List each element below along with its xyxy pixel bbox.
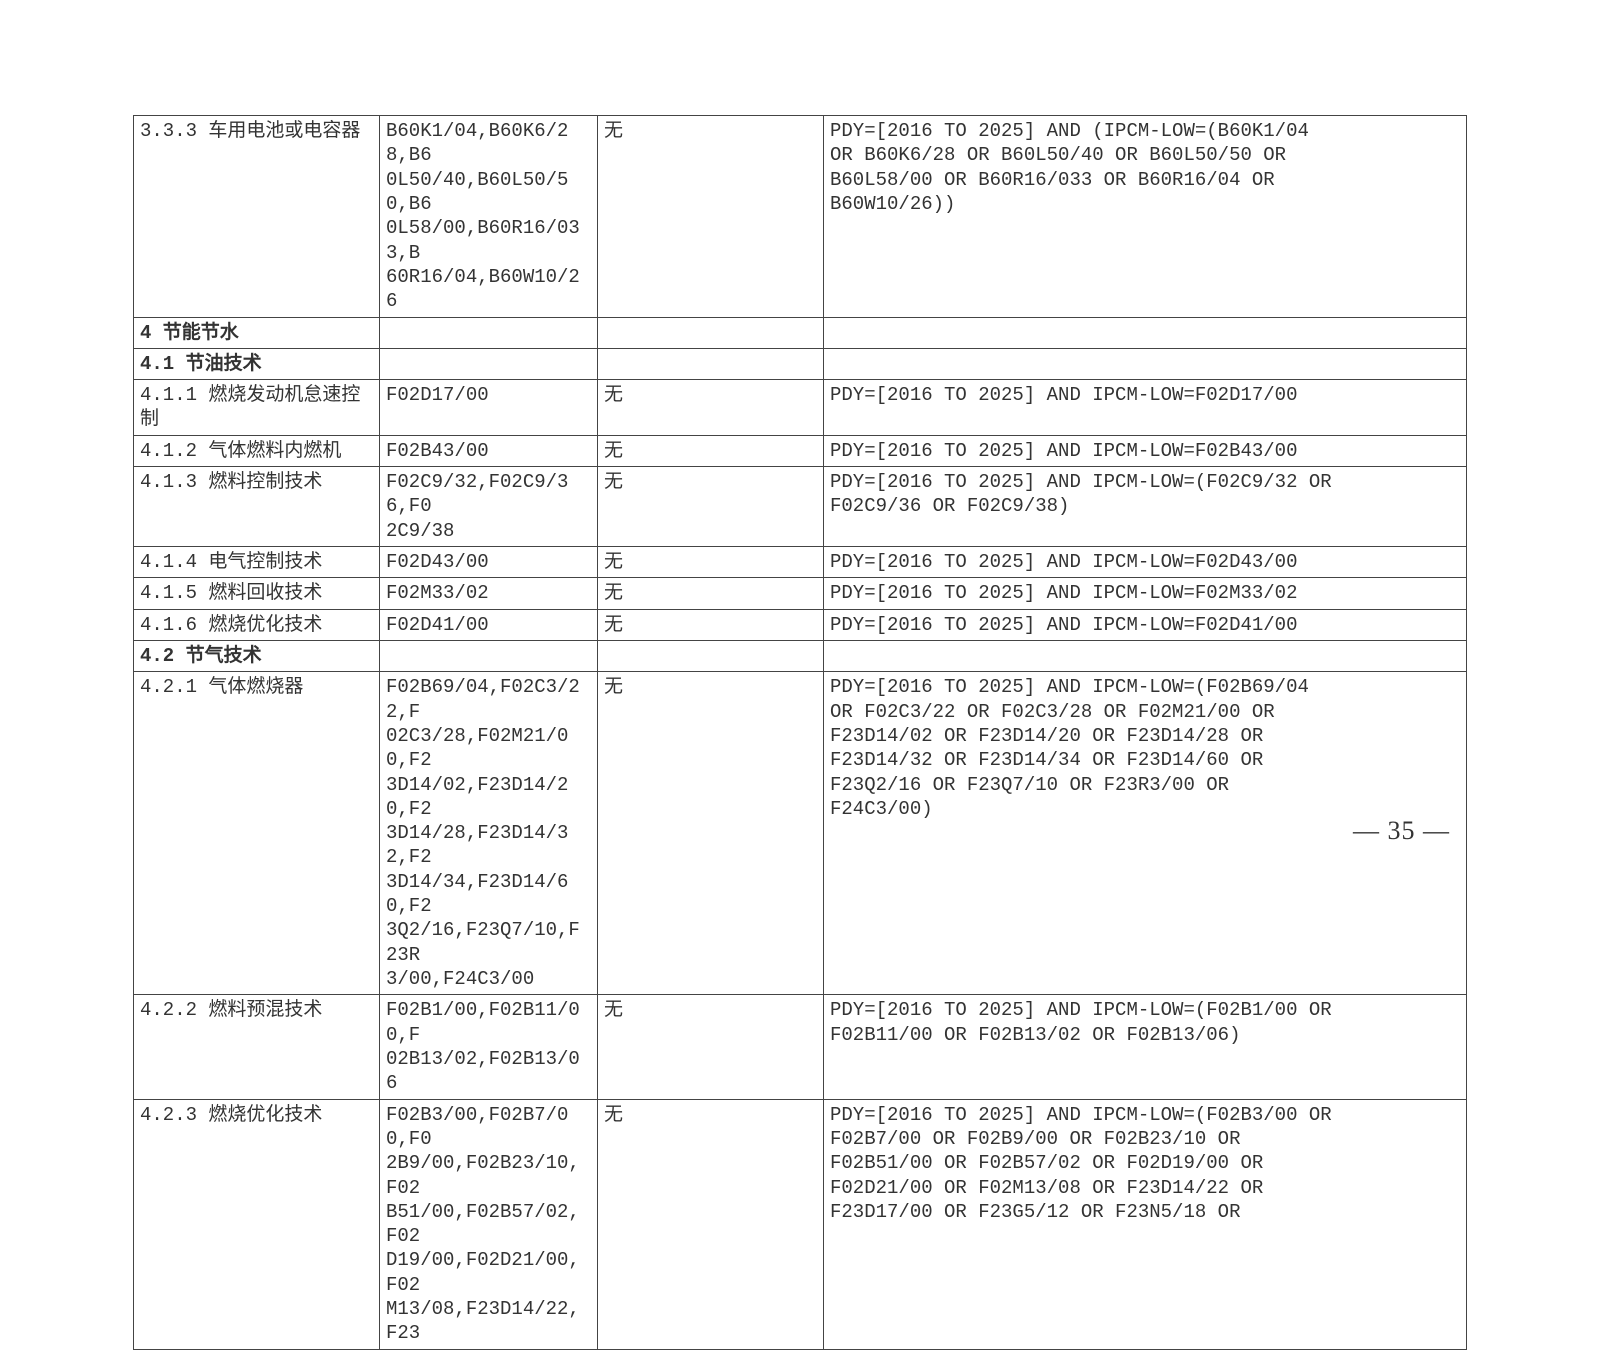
table-cell: PDY=[2016 TO 2025] AND IPCM-LOW=F02M33/0… (824, 578, 1467, 609)
table-cell: 无 (598, 995, 824, 1099)
table-cell: 无 (598, 609, 824, 640)
table-cell: PDY=[2016 TO 2025] AND IPCM-LOW=(F02C9/3… (824, 467, 1467, 547)
table-cell: PDY=[2016 TO 2025] AND IPCM-LOW=(F02B1/0… (824, 995, 1467, 1099)
table-cell: F02B3/00,F02B7/00,F0 2B9/00,F02B23/10,F0… (380, 1099, 598, 1349)
table-cell: 4.2.3 燃烧优化技术 (134, 1099, 380, 1349)
table-cell: 无 (598, 467, 824, 547)
table-cell: F02C9/32,F02C9/36,F0 2C9/38 (380, 467, 598, 547)
table-cell: 4.2 节气技术 (134, 640, 380, 671)
table-row: 4.2 节气技术 (134, 640, 1467, 671)
table-cell (380, 348, 598, 379)
table-cell (380, 317, 598, 348)
table-cell: 4.1.4 电气控制技术 (134, 547, 380, 578)
table-cell: 无 (598, 116, 824, 318)
table-cell: 无 (598, 547, 824, 578)
table-cell (598, 348, 824, 379)
table-row: 4.1.4 电气控制技术F02D43/00无PDY=[2016 TO 2025]… (134, 547, 1467, 578)
table-cell (598, 317, 824, 348)
table-row: 4.1.1 燃烧发动机怠速控制F02D17/00无PDY=[2016 TO 20… (134, 380, 1467, 436)
table-cell: PDY=[2016 TO 2025] AND IPCM-LOW=F02D17/0… (824, 380, 1467, 436)
table-cell: F02B43/00 (380, 435, 598, 466)
table-cell: 3.3.3 车用电池或电容器 (134, 116, 380, 318)
table-cell: F02D41/00 (380, 609, 598, 640)
table-cell: 无 (598, 672, 824, 995)
table-cell (824, 348, 1467, 379)
table-cell: 4.1.6 燃烧优化技术 (134, 609, 380, 640)
table-row: 4.1.3 燃料控制技术F02C9/32,F02C9/36,F0 2C9/38无… (134, 467, 1467, 547)
table-row: 4 节能节水 (134, 317, 1467, 348)
table-cell: F02M33/02 (380, 578, 598, 609)
table-cell: 无 (598, 435, 824, 466)
table-cell: B60K1/04,B60K6/28,B6 0L50/40,B60L50/50,B… (380, 116, 598, 318)
table-cell: F02D43/00 (380, 547, 598, 578)
table-cell: PDY=[2016 TO 2025] AND IPCM-LOW=(F02B3/0… (824, 1099, 1467, 1349)
table-cell: F02B1/00,F02B11/00,F 02B13/02,F02B13/06 (380, 995, 598, 1099)
table-cell: 无 (598, 380, 824, 436)
table-row: 4.1.5 燃料回收技术F02M33/02无PDY=[2016 TO 2025]… (134, 578, 1467, 609)
table-cell: 无 (598, 578, 824, 609)
table-cell: PDY=[2016 TO 2025] AND (IPCM-LOW=(B60K1/… (824, 116, 1467, 318)
table-cell (380, 640, 598, 671)
table-cell: 4.1 节油技术 (134, 348, 380, 379)
table-cell: 4.1.1 燃烧发动机怠速控制 (134, 380, 380, 436)
table-cell: PDY=[2016 TO 2025] AND IPCM-LOW=F02D43/0… (824, 547, 1467, 578)
table-cell: 无 (598, 1099, 824, 1349)
table-cell (824, 640, 1467, 671)
table-cell: PDY=[2016 TO 2025] AND IPCM-LOW=F02B43/0… (824, 435, 1467, 466)
table-cell: 4 节能节水 (134, 317, 380, 348)
table-cell: F02B69/04,F02C3/22,F 02C3/28,F02M21/00,F… (380, 672, 598, 995)
table-cell: 4.1.3 燃料控制技术 (134, 467, 380, 547)
table-cell: 4.2.2 燃料预混技术 (134, 995, 380, 1099)
page-number: — 35 — (1353, 816, 1450, 846)
table-cell: 4.1.5 燃料回收技术 (134, 578, 380, 609)
table-cell: F02D17/00 (380, 380, 598, 436)
table-row: 4.1 节油技术 (134, 348, 1467, 379)
table-row: 4.2.3 燃烧优化技术F02B3/00,F02B7/00,F0 2B9/00,… (134, 1099, 1467, 1349)
table-cell: PDY=[2016 TO 2025] AND IPCM-LOW=F02D41/0… (824, 609, 1467, 640)
table-row: 4.2.1 气体燃烧器F02B69/04,F02C3/22,F 02C3/28,… (134, 672, 1467, 995)
table-cell (824, 317, 1467, 348)
table-row: 4.2.2 燃料预混技术F02B1/00,F02B11/00,F 02B13/0… (134, 995, 1467, 1099)
table-cell: 4.2.1 气体燃烧器 (134, 672, 380, 995)
table-row: 4.1.6 燃烧优化技术F02D41/00无PDY=[2016 TO 2025]… (134, 609, 1467, 640)
table-body: 3.3.3 车用电池或电容器B60K1/04,B60K6/28,B6 0L50/… (134, 116, 1467, 1350)
classification-table: 3.3.3 车用电池或电容器B60K1/04,B60K6/28,B6 0L50/… (133, 115, 1467, 1350)
document-page: 3.3.3 车用电池或电容器B60K1/04,B60K6/28,B6 0L50/… (0, 0, 1600, 1131)
table-cell (598, 640, 824, 671)
table-row: 3.3.3 车用电池或电容器B60K1/04,B60K6/28,B6 0L50/… (134, 116, 1467, 318)
table-row: 4.1.2 气体燃料内燃机F02B43/00无PDY=[2016 TO 2025… (134, 435, 1467, 466)
table-cell: 4.1.2 气体燃料内燃机 (134, 435, 380, 466)
